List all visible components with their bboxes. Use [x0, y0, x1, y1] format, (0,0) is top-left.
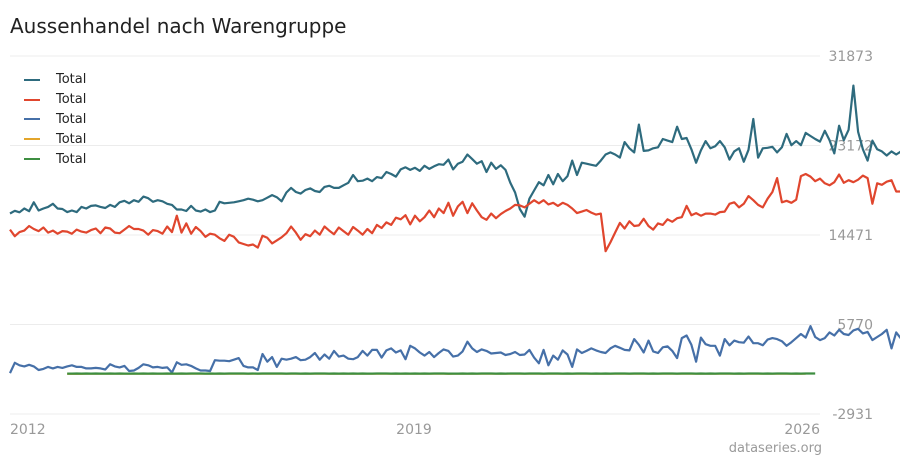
legend-swatch: [24, 158, 40, 161]
y-tick-label: 31873: [828, 49, 873, 65]
y-tick-label: 14471: [828, 228, 873, 244]
series-line-1: [9, 84, 900, 218]
legend-label: Total: [56, 131, 87, 147]
chart-title: Aussenhandel nach Warengruppe: [10, 14, 347, 38]
legend-item: Total: [24, 110, 86, 130]
legend-label: Total: [56, 72, 87, 88]
legend-item: Total: [24, 129, 86, 149]
x-tick-label: 2012: [10, 422, 46, 438]
legend-swatch: [24, 78, 40, 81]
legend-item: Total: [24, 149, 86, 169]
source-credit: dataseries.org: [728, 441, 822, 456]
series-line-2: [9, 172, 900, 253]
legend-swatch: [24, 138, 40, 141]
series-line-3: [9, 325, 900, 374]
legend-label: Total: [56, 92, 87, 108]
legend-item: Total: [24, 70, 86, 90]
legend-label: Total: [56, 111, 87, 127]
chart-legend: Total Total Total Total Total: [24, 70, 86, 169]
legend-label: Total: [56, 151, 87, 167]
legend-swatch: [24, 98, 40, 101]
x-tick-label: 2019: [396, 422, 432, 438]
x-tick-label: 2026: [784, 422, 820, 438]
y-tick-label: 5770: [837, 318, 873, 334]
legend-swatch: [24, 118, 40, 121]
y-tick-label: -2931: [832, 407, 873, 423]
legend-item: Total: [24, 90, 86, 110]
